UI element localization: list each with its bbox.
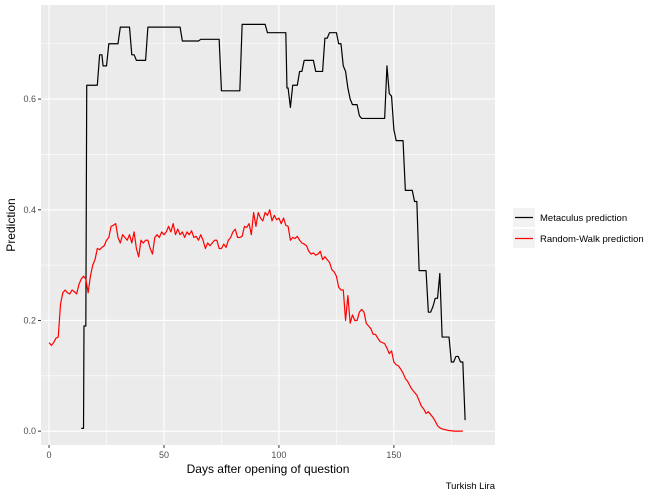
- legend-item-random-walk: Random-Walk prediction: [513, 229, 644, 248]
- y-tick-label: 0.2: [23, 315, 36, 325]
- major-gridlines: [41, 5, 495, 445]
- x-tick-label: 150: [386, 450, 401, 460]
- y-tick-label: 0.0: [23, 426, 36, 436]
- y-tick-label: 0.6: [23, 94, 36, 104]
- plot-caption: Turkish Lira: [446, 481, 496, 492]
- x-tick-label: 100: [271, 450, 286, 460]
- series-lines: [48, 23, 466, 432]
- legend: Metaculus prediction Random-Walk predict…: [513, 208, 644, 248]
- legend-label-metaculus: Metaculus prediction: [540, 213, 627, 224]
- x-axis-title: Days after opening of question: [187, 462, 350, 476]
- y-tick-label: 0.4: [23, 205, 36, 215]
- y-axis-ticks: 0.0 0.2 0.4 0.6: [23, 94, 41, 436]
- legend-item-metaculus: Metaculus prediction: [513, 208, 627, 227]
- legend-label-random-walk: Random-Walk prediction: [540, 234, 644, 245]
- y-axis-title: Prediction: [4, 198, 18, 251]
- x-axis-ticks: 0 50 100 150: [47, 445, 401, 460]
- series-line-random-walk: [48, 209, 463, 432]
- x-tick-label: 0: [47, 450, 52, 460]
- panel-background: [41, 5, 495, 445]
- series-line-metaculus: [81, 23, 466, 429]
- x-tick-label: 50: [159, 450, 169, 460]
